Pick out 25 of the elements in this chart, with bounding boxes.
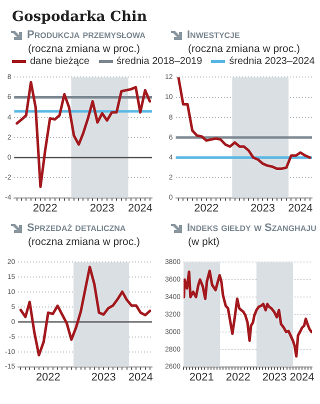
x-tick-label: 2024 bbox=[290, 371, 314, 384]
x-tick-label: 2023 bbox=[250, 202, 275, 214]
legend-label: średnia 2023–2024 bbox=[229, 56, 315, 67]
x-tick-label: 2024 bbox=[288, 202, 313, 214]
chart-subtitle: (roczna zmiana w proc.) bbox=[187, 43, 300, 55]
chart-subtitle: (roczna zmiana w proc.) bbox=[27, 43, 140, 55]
legend-label: średnia 2018–2019 bbox=[116, 56, 202, 67]
chart-title: Inwestycje bbox=[187, 29, 240, 41]
chart-subtitle: (w pkt) bbox=[187, 236, 220, 248]
x-tick-label: 2022 bbox=[36, 371, 60, 384]
chart-title: Produkcja przemysłowa bbox=[27, 29, 146, 41]
chart-title: Sprzedaż detaliczna bbox=[27, 222, 126, 234]
x-tick-label: 2022 bbox=[194, 202, 219, 214]
text: Gospodarka Chin bbox=[12, 9, 148, 25]
legend-label: dane bieżące bbox=[30, 56, 90, 67]
x-tick-label: 2023 bbox=[91, 371, 116, 384]
x-tick-label: 2024 bbox=[128, 371, 153, 384]
x-tick-label: 2022 bbox=[32, 202, 58, 214]
x-tick-label: 2021 bbox=[189, 371, 214, 384]
chart-subtitle: (roczna zmiana w proc.) bbox=[27, 236, 140, 248]
x-tick-label: 2022 bbox=[226, 371, 250, 384]
x-tick-label: 2024 bbox=[128, 202, 153, 214]
x-tick-label: 2023 bbox=[90, 202, 114, 214]
x-tick-label: 2023 bbox=[262, 371, 287, 384]
chart-title: Indeks giełdy w Szanghaju bbox=[187, 222, 316, 234]
